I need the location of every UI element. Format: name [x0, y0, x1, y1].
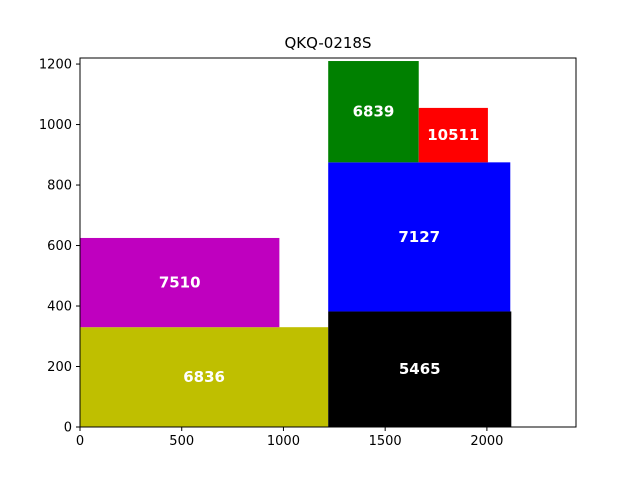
treemap-rect-2 [328, 311, 512, 427]
treemap-label-5: 10511 [427, 126, 479, 144]
treemap-label-2: 5465 [399, 360, 441, 378]
x-tick-label-1: 500 [169, 434, 194, 449]
y-tick-label-4: 800 [47, 179, 72, 194]
y-tick-label-3: 600 [47, 239, 72, 254]
x-tick-label-3: 1500 [369, 434, 402, 449]
treemap-rect-4 [328, 61, 419, 163]
treemap-label-0: 6836 [183, 368, 225, 386]
plot-area: 6836 7510 5465 7127 6839 10511 [80, 61, 512, 427]
y-tick-label-0: 0 [64, 421, 72, 436]
y-tick-label-5: 1000 [39, 118, 72, 133]
treemap-rect-5 [418, 107, 488, 163]
treemap-label-3: 7127 [398, 228, 440, 246]
chart-title: QKQ-0218S [285, 34, 372, 52]
y-tick-label-6: 1200 [39, 58, 72, 73]
treemap-rect-1 [80, 237, 280, 328]
treemap-label-4: 6839 [353, 103, 395, 121]
axes: 0 500 1000 1500 2000 0 200 400 600 800 1000 1200 [39, 58, 504, 449]
x-tick-label-4: 2000 [470, 434, 503, 449]
treemap-label-1: 7510 [159, 274, 201, 292]
x-tick-label-2: 1000 [267, 434, 300, 449]
x-tick-label-0: 0 [76, 434, 84, 449]
treemap-rect-3 [328, 162, 511, 312]
y-tick-label-1: 200 [47, 360, 72, 375]
treemap-rect-0 [80, 327, 329, 427]
axes-frame [79, 57, 577, 428]
y-tick-label-2: 400 [47, 300, 72, 315]
